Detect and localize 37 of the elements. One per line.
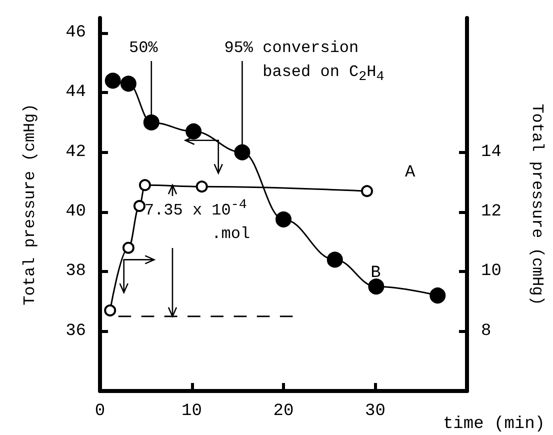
point — [234, 144, 250, 160]
point — [138, 179, 151, 192]
x-tick-label: 20 — [273, 402, 294, 421]
y-axis-title: Total pressure (cmHg) — [21, 104, 39, 306]
y2-axis-title: Total pressure (cmHg) — [528, 104, 546, 306]
y2-tick-label: 12 — [481, 202, 502, 222]
x-tick-label: 10 — [182, 402, 202, 421]
point — [120, 76, 136, 92]
point — [430, 288, 446, 304]
point — [326, 252, 343, 268]
y-tick-label: 38 — [66, 262, 86, 282]
y2-tick-label: 10 — [481, 262, 502, 282]
annotation: 7.35 x 10$^{-4}$ .mol — [144, 197, 250, 246]
point — [361, 185, 373, 198]
point — [196, 180, 208, 193]
point — [104, 72, 121, 89]
y2-tick-label: 8 — [481, 322, 492, 341]
point — [186, 123, 202, 140]
y-tick-label: 44 — [66, 83, 86, 102]
y-tick-label: 46 — [66, 23, 86, 42]
annotation: 50% — [128, 38, 158, 59]
y2-tick-label: 14 — [481, 142, 502, 162]
annotation: 95% conversion based on C$_{2}$H$_{4}$ — [224, 38, 384, 88]
y-tick-label: 42 — [66, 142, 86, 162]
point — [122, 242, 134, 254]
x-axis-title: time (min) — [442, 415, 546, 434]
point — [143, 114, 160, 130]
point — [368, 278, 384, 295]
series-label: B — [370, 264, 381, 284]
x-tick-label: 30 — [365, 402, 386, 421]
series-label: A — [404, 164, 416, 183]
y-tick-label: 36 — [66, 322, 86, 341]
point — [104, 304, 116, 316]
point — [133, 200, 146, 212]
x-tick-label: 0 — [94, 402, 106, 421]
y-tick-label: 40 — [66, 202, 86, 222]
point — [276, 211, 292, 228]
